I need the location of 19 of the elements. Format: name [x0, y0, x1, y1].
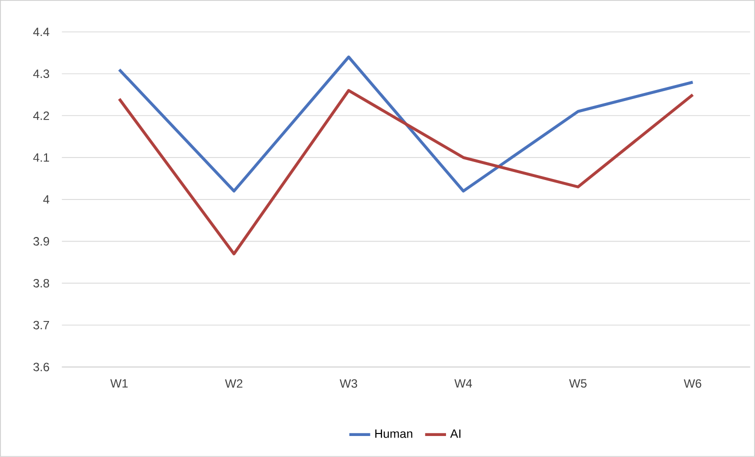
x-tick-label: W5: [569, 379, 587, 388]
y-tick-label: 3.8: [33, 279, 50, 288]
y-tick-label: 4: [43, 195, 50, 204]
y-tick-label: 4.1: [33, 153, 50, 162]
y-tick-label: 3.6: [33, 362, 50, 372]
x-tick-label: W3: [340, 379, 358, 388]
y-tick-label: 3.9: [33, 237, 50, 246]
legend-label: Human: [375, 430, 412, 438]
line-series: [118, 56, 694, 193]
y-tick-label: 3.7: [33, 320, 50, 330]
y-tick-label: 4.2: [33, 112, 50, 120]
x-tick-label: W6: [684, 379, 702, 388]
x-tick-label: W4: [454, 379, 472, 388]
line-series: [118, 89, 694, 256]
y-tick-label: 4.3: [33, 70, 50, 78]
x-tick-label: W2: [225, 379, 242, 388]
x-tick-label: W1: [110, 379, 128, 388]
legend-label: AI: [450, 430, 460, 438]
y-tick-label: 4.4: [33, 28, 50, 36]
